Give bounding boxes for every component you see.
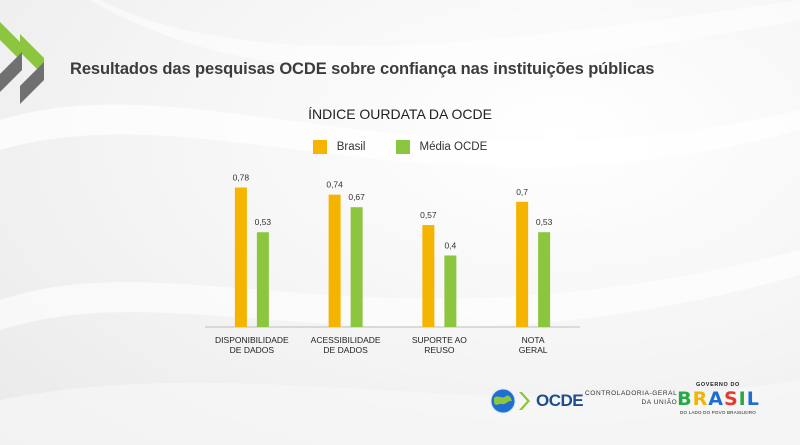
- cgu-line-1: CONTROLADORIA-GERAL: [585, 390, 678, 397]
- gov-letter: L: [746, 388, 759, 410]
- data-label: 0,7: [516, 187, 528, 197]
- bar-brasil: [422, 225, 435, 327]
- legend-swatch-media-ocde: [395, 140, 410, 154]
- gov-letter: R: [692, 388, 708, 410]
- legend-item-media-ocde: Média OCDE: [395, 140, 488, 154]
- bar-brasil: [328, 194, 341, 327]
- cgu-line-2: DA UNIÃO: [641, 399, 678, 406]
- category-label-line: GERAL: [519, 345, 548, 355]
- legend-label-media-ocde: Média OCDE: [419, 141, 488, 153]
- category-label-line: DE DADOS: [230, 345, 275, 355]
- category-label-line: DE DADOS: [323, 345, 368, 355]
- data-label: 0,78: [233, 173, 250, 183]
- data-label: 0,57: [420, 210, 437, 220]
- page-title: Resultados das pesquisas OCDE sobre conf…: [70, 60, 655, 78]
- data-label: 0,67: [348, 192, 365, 202]
- gov-top-text: GOVERNO DO: [696, 382, 740, 388]
- gov-bottom-text: DO LADO DO POVO BRASILEIRO: [680, 410, 756, 415]
- bar-media-ocde: [256, 232, 269, 327]
- bar-media-ocde: [538, 232, 551, 327]
- gov-letter: S: [723, 388, 738, 410]
- category-label-line: NOTA: [522, 335, 545, 345]
- oecd-chevron-logo: [0, 22, 44, 104]
- bar-brasil: [234, 187, 247, 327]
- globe-icon: [490, 388, 516, 414]
- legend-swatch-brasil: [312, 140, 327, 154]
- bar-brasil: [516, 201, 529, 327]
- data-label: 0,53: [536, 217, 553, 227]
- ocde-small-chevron-icon: [519, 392, 530, 410]
- category-label-line: REUSO: [424, 345, 455, 355]
- legend-label-brasil: Brasil: [336, 141, 366, 153]
- gov-letter: I: [738, 388, 746, 410]
- cgu-logo: CONTROLADORIA-GERAL DA UNIÃO: [585, 389, 677, 407]
- gov-letter: B: [677, 388, 692, 410]
- category-label: DISPONIBILIDADE DE DADOS: [215, 335, 289, 355]
- chart-legend: Brasil Média OCDE: [0, 140, 800, 154]
- category-label-line: SUPORTE AO: [412, 335, 467, 345]
- category-label: SUPORTE AO REUSO: [412, 335, 467, 355]
- category-label: ACESSIBILIDADE DE DADOS: [311, 335, 381, 355]
- category-label-line: DISPONIBILIDADE: [215, 335, 289, 345]
- gov-letter: A: [708, 388, 723, 410]
- bar-media-ocde: [350, 207, 363, 327]
- data-label: 0,53: [255, 217, 272, 227]
- chart-title: ÍNDICE OURDATA DA OCDE: [308, 106, 492, 122]
- bar-media-ocde: [444, 255, 457, 327]
- category-label-line: ACESSIBILIDADE: [311, 335, 381, 345]
- legend-item-brasil: Brasil: [312, 140, 366, 154]
- category-label: NOTA GERAL: [519, 335, 548, 355]
- data-label: 0,4: [444, 240, 456, 250]
- ocde-logo-text: OCDE: [536, 391, 584, 410]
- data-label: 0,74: [326, 180, 343, 190]
- ocde-logo: OCDE: [490, 388, 584, 414]
